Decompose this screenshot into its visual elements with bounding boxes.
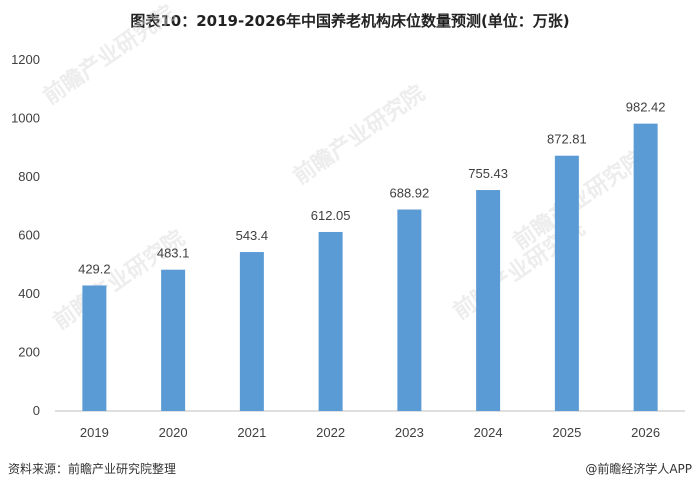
brand-note: @前瞻经济学人APP bbox=[585, 462, 692, 476]
bar-2021 bbox=[239, 252, 264, 411]
value-label-2025: 872.81 bbox=[547, 132, 587, 147]
bar-2025 bbox=[554, 155, 579, 411]
x-tick-label-2023: 2023 bbox=[395, 425, 424, 440]
y-tick-label: 1000 bbox=[11, 111, 40, 126]
chart-title: 图表10：2019-2026年中国养老机构床位数量预测(单位：万张) bbox=[130, 12, 570, 30]
source-note: 资料来源：前瞻产业研究院整理 bbox=[8, 462, 177, 476]
x-tick-label-2020: 2020 bbox=[159, 425, 188, 440]
bar-2026 bbox=[633, 123, 658, 411]
x-tick-label-2022: 2022 bbox=[316, 425, 345, 440]
bar-2022 bbox=[318, 231, 343, 411]
value-label-2026: 982.42 bbox=[626, 100, 666, 115]
y-tick-label: 1200 bbox=[11, 52, 40, 67]
watermark-text: 前瞻产业研究院 bbox=[39, 0, 180, 110]
bar-2019 bbox=[82, 285, 107, 411]
x-tick-label-2021: 2021 bbox=[237, 425, 266, 440]
value-label-2020: 483.1 bbox=[157, 246, 190, 261]
value-label-2021: 543.4 bbox=[236, 228, 269, 243]
y-tick-label: 800 bbox=[18, 169, 40, 184]
bar-2024 bbox=[476, 190, 501, 411]
x-tick-label-2026: 2026 bbox=[631, 425, 660, 440]
bar-2020 bbox=[161, 269, 186, 411]
value-label-2019: 429.2 bbox=[78, 261, 111, 276]
value-label-2024: 755.43 bbox=[468, 166, 508, 181]
axes: 0 200 400 600 800 1000 1200 2019 2020 2021 2022 202… bbox=[11, 52, 685, 440]
x-tick-label-2019: 2019 bbox=[80, 425, 109, 440]
value-labels: 429.2 483.1 543.4 612.05 688.92 755.43 872.81 9… bbox=[78, 100, 665, 277]
bars bbox=[82, 123, 658, 411]
y-tick-label: 200 bbox=[18, 345, 40, 360]
value-label-2022: 612.05 bbox=[311, 208, 351, 223]
value-label-2023: 688.92 bbox=[389, 185, 429, 200]
x-tick-label-2025: 2025 bbox=[552, 425, 581, 440]
y-tick-label: 600 bbox=[18, 228, 40, 243]
y-tick-label: 0 bbox=[33, 403, 40, 418]
x-tick-label-2024: 2024 bbox=[474, 425, 503, 440]
y-tick-label: 400 bbox=[18, 286, 40, 301]
watermark-text: 前瞻产业研究院 bbox=[289, 80, 430, 190]
bar-2023 bbox=[397, 209, 422, 411]
